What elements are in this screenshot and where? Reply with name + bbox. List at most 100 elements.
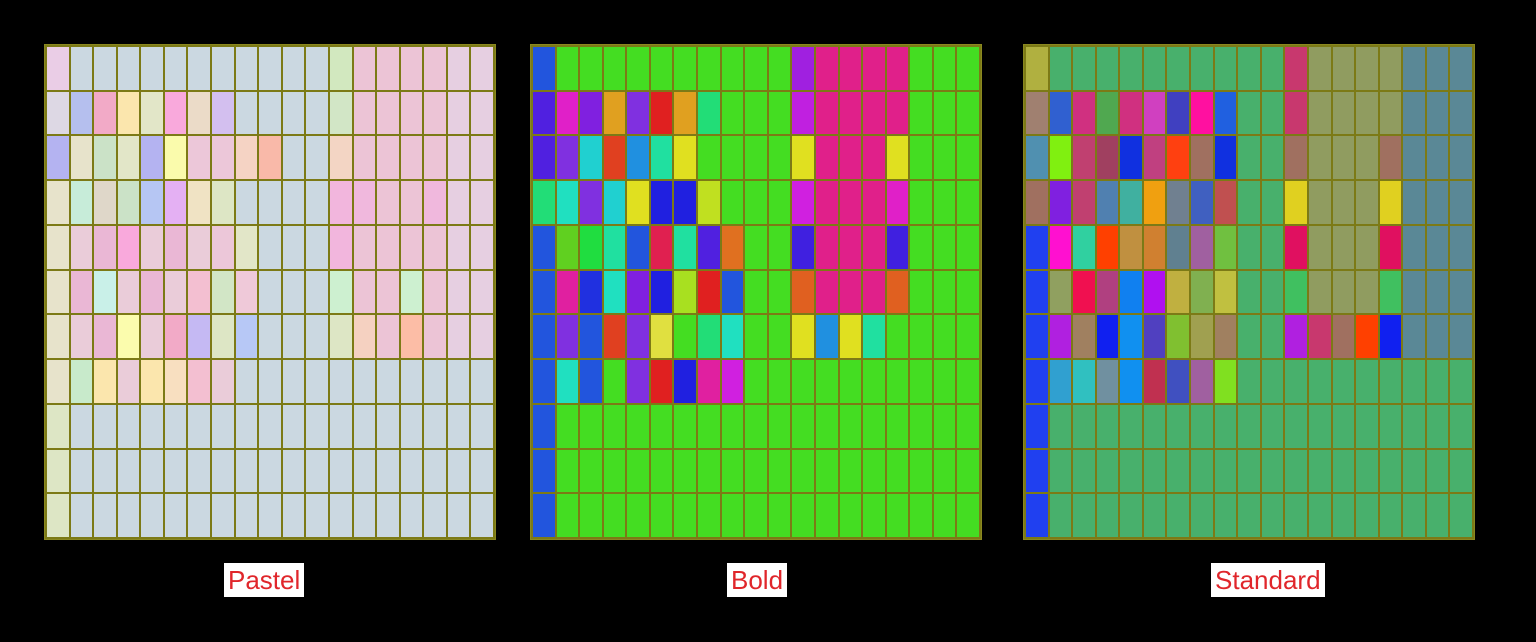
grid-cell — [94, 136, 116, 180]
grid-cell — [164, 494, 187, 537]
grid-cell — [1191, 136, 1213, 180]
grid-cell — [1261, 91, 1284, 135]
grid-cell — [580, 225, 602, 269]
grid-cell — [745, 404, 767, 448]
grid-cell — [329, 449, 352, 493]
grid-cell — [259, 449, 281, 493]
grid-cell — [721, 91, 744, 135]
grid-cell — [1261, 181, 1284, 224]
grid-cell — [1356, 47, 1378, 90]
grid-cell — [47, 315, 69, 359]
grid-cell — [745, 225, 767, 269]
grid-cell — [259, 47, 281, 90]
grid-cell — [1285, 181, 1307, 224]
grid-cell — [1356, 136, 1378, 180]
grid-cell — [603, 225, 626, 269]
grid-cell — [117, 225, 140, 269]
grid-cell — [1238, 270, 1260, 314]
grid-cell — [1073, 136, 1095, 180]
grid-cell — [1308, 315, 1331, 359]
grid-cell — [188, 136, 211, 180]
grid-cell — [1167, 315, 1190, 359]
grid-cell — [957, 136, 979, 180]
grid-cell — [306, 225, 328, 269]
grid-cell — [471, 136, 493, 180]
grid-cell — [886, 494, 909, 537]
grid-cell — [1073, 270, 1095, 314]
grid-cell — [471, 449, 493, 493]
grid-cell — [933, 91, 956, 135]
grid-cell — [886, 136, 909, 180]
grid-cell — [815, 136, 838, 180]
grid-cell — [792, 270, 814, 314]
grid-cell — [141, 91, 163, 135]
grid-cell — [1285, 449, 1307, 493]
grid-cell — [1026, 136, 1048, 180]
grid-cell — [839, 91, 862, 135]
grid-cell — [1285, 47, 1307, 90]
grid-cell — [424, 360, 446, 403]
grid-cell — [259, 404, 281, 448]
grid-cell — [353, 136, 376, 180]
grid-cell — [70, 270, 93, 314]
grid-cell — [1096, 136, 1119, 180]
grid-cell — [1356, 360, 1378, 403]
grid-cell — [1450, 136, 1472, 180]
grid-cell — [933, 404, 956, 448]
grid-cell — [1120, 225, 1142, 269]
grid-cell — [533, 225, 555, 269]
grid-cell — [721, 315, 744, 359]
grid-cell — [721, 136, 744, 180]
grid-cell — [674, 494, 697, 537]
grid-cell — [1261, 494, 1284, 537]
grid-cell — [47, 360, 69, 403]
grid-cell — [533, 270, 555, 314]
grid-cell — [792, 47, 814, 90]
grid-cell — [1356, 315, 1378, 359]
grid-cell — [1403, 449, 1425, 493]
grid-cell — [698, 360, 720, 403]
grid-cell — [910, 136, 932, 180]
grid-cell — [1261, 404, 1284, 448]
grid-cell — [650, 449, 673, 493]
grid-cell — [1403, 136, 1425, 180]
grid-cell — [886, 181, 909, 224]
grid-cell — [1143, 494, 1166, 537]
grid-cell — [117, 360, 140, 403]
grid-cell — [1261, 270, 1284, 314]
grid-cell — [1379, 315, 1402, 359]
grid-cell — [1308, 494, 1331, 537]
grid-cell — [792, 315, 814, 359]
grid-cell — [1073, 225, 1095, 269]
grid-cell — [1379, 47, 1402, 90]
grid-cell — [141, 47, 163, 90]
grid-cell — [886, 449, 909, 493]
grid-cell — [1096, 494, 1119, 537]
grid-cell — [1450, 404, 1472, 448]
grid-cell — [556, 360, 579, 403]
grid-cell — [815, 270, 838, 314]
grid-cell — [377, 494, 399, 537]
grid-cell — [886, 225, 909, 269]
grid-cell — [674, 47, 697, 90]
grid-cell — [957, 270, 979, 314]
grid-cell — [603, 404, 626, 448]
grid-cell — [1403, 91, 1425, 135]
grid-cell — [1261, 47, 1284, 90]
grid-cell — [792, 225, 814, 269]
grid-cell — [424, 136, 446, 180]
grid-cell — [47, 181, 69, 224]
grid-cell — [792, 494, 814, 537]
grid-cell — [1356, 270, 1378, 314]
grid-cell — [721, 360, 744, 403]
grid-cell — [117, 449, 140, 493]
grid-cell — [259, 360, 281, 403]
grid-cell — [1403, 225, 1425, 269]
grid-cell — [957, 91, 979, 135]
grid-cell — [1356, 494, 1378, 537]
grid-cell — [533, 91, 555, 135]
grid-cell — [627, 47, 649, 90]
grid-cell — [141, 449, 163, 493]
grid-cell — [1191, 91, 1213, 135]
grid-cell — [745, 47, 767, 90]
